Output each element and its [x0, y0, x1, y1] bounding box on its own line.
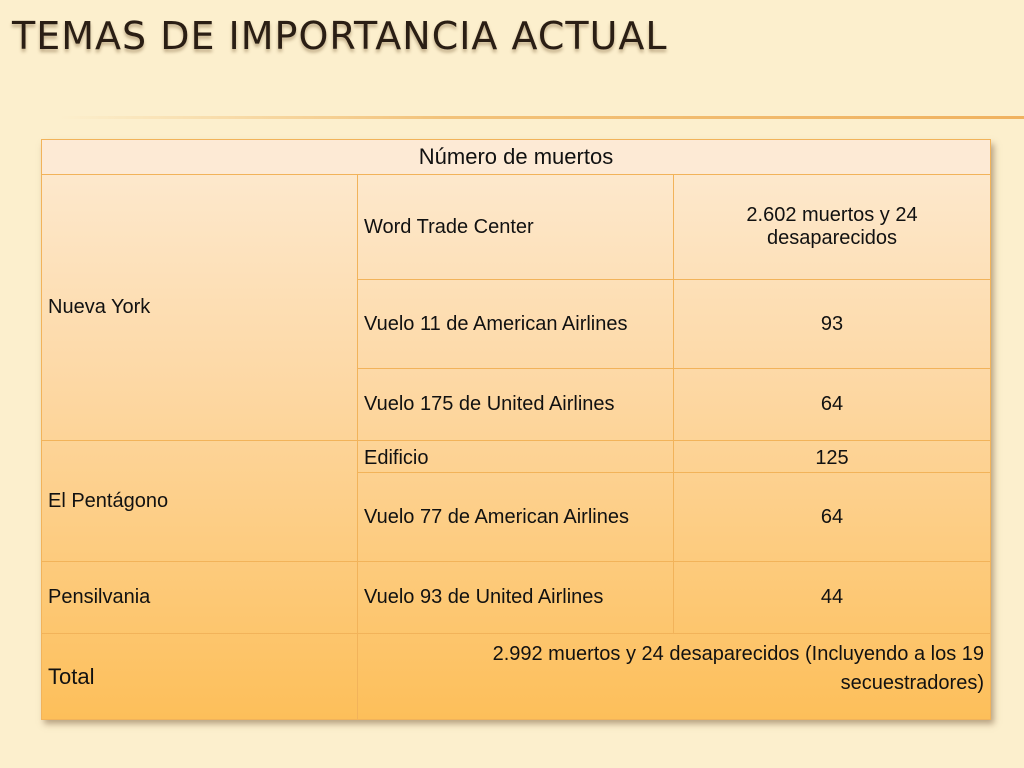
- title-divider: [60, 116, 1024, 119]
- deaths-cell: 125: [673, 440, 991, 473]
- total-row: Total 2.992 muertos y 24 desaparecidos (…: [41, 633, 991, 720]
- deaths-table: Número de muertos Nueva York Word Trade …: [41, 139, 991, 720]
- table-row: Vuelo 175 de United Airlines 64: [42, 368, 991, 441]
- deaths-cell: 44: [673, 561, 991, 634]
- event-cell: Vuelo 93 de United Airlines: [357, 561, 674, 634]
- event-cell: Vuelo 77 de American Airlines: [357, 472, 674, 562]
- deaths-table-container: Número de muertos Nueva York Word Trade …: [41, 139, 991, 720]
- location-cell: El Pentágono: [41, 440, 358, 562]
- slide-title: TEMAS DE IMPORTANCIA ACTUAL: [12, 14, 668, 58]
- deaths-cell: 2.602 muertos y 24 desaparecidos: [673, 174, 991, 280]
- table-row: Vuelo 77 de American Airlines 64: [42, 472, 991, 562]
- deaths-cell: 93: [673, 279, 991, 369]
- location-cell: Pensilvania: [41, 561, 358, 634]
- total-label: Total: [41, 633, 358, 720]
- table-row: Vuelo 11 de American Airlines 93: [42, 279, 991, 369]
- event-cell: Vuelo 175 de United Airlines: [357, 368, 674, 441]
- event-cell: Vuelo 11 de American Airlines: [357, 279, 674, 369]
- table-row: Pensilvania Vuelo 93 de United Airlines …: [41, 561, 991, 634]
- location-cell: Nueva York: [41, 174, 358, 441]
- event-cell: Word Trade Center: [357, 174, 674, 280]
- table-header: Número de muertos: [41, 139, 991, 175]
- deaths-cell: 64: [673, 472, 991, 562]
- table-row: Nueva York Word Trade Center 2.602 muert…: [41, 174, 991, 441]
- table-header-row: Número de muertos: [41, 139, 991, 175]
- deaths-cell: 64: [673, 368, 991, 441]
- table-row: El Pentágono Edificio 125: [41, 440, 991, 562]
- total-value: 2.992 muertos y 24 desaparecidos (Incluy…: [357, 633, 991, 720]
- event-cell: Edificio: [357, 440, 674, 473]
